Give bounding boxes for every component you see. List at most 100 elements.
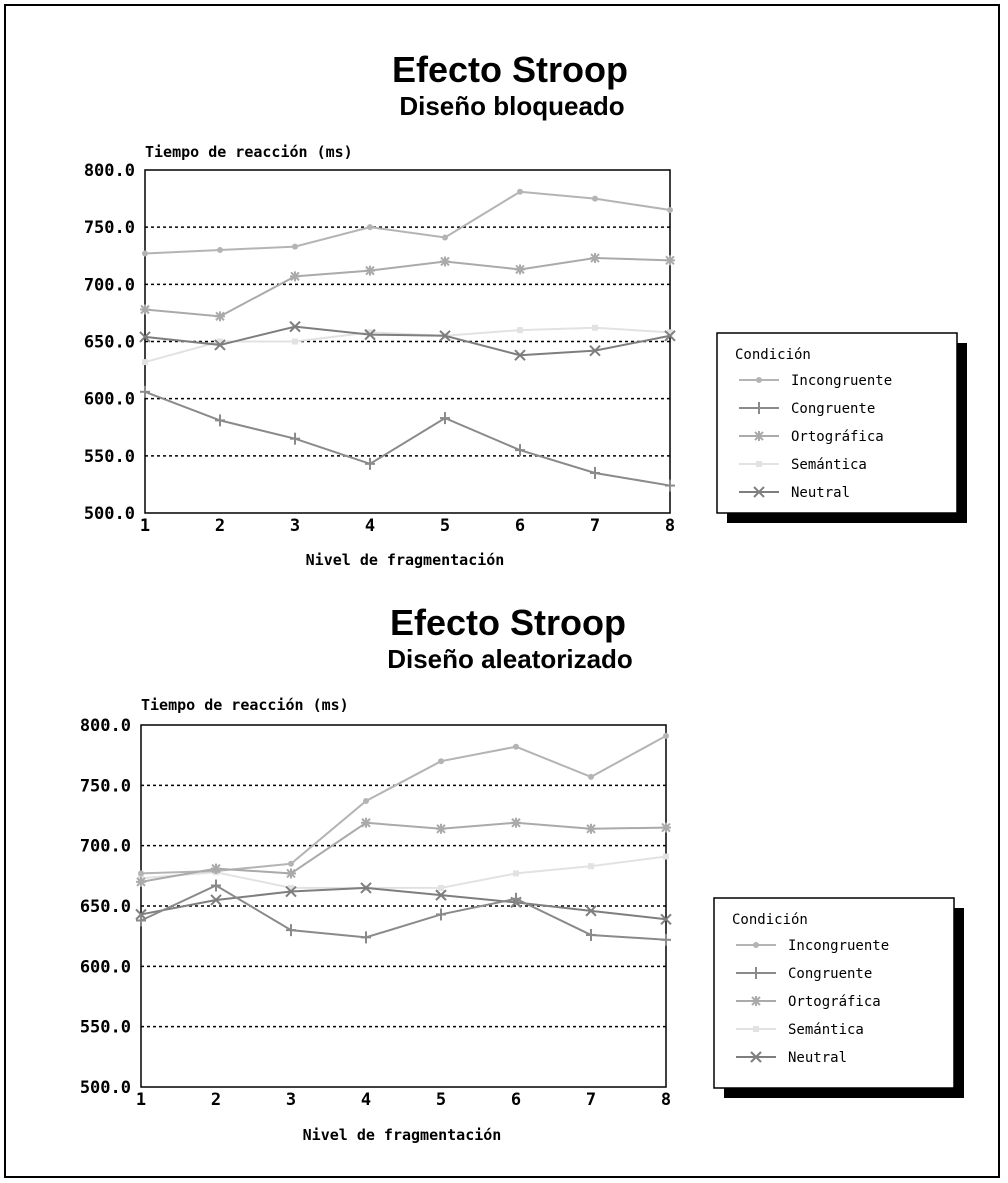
y-tick-label: 750.0 (80, 776, 131, 796)
data-point (286, 924, 296, 937)
data-point (367, 224, 373, 231)
legend-swatch-marker (754, 431, 764, 441)
y-tick-label: 800.0 (84, 161, 135, 181)
series-neutral (139, 320, 676, 361)
legend-box (716, 332, 958, 514)
data-point (586, 823, 596, 834)
legend-entry: Neutral (739, 485, 850, 501)
chart-1-subtitle: Diseño bloqueado (399, 91, 624, 121)
data-point (292, 338, 298, 345)
data-point (517, 327, 523, 334)
y-tick-label: 650.0 (84, 333, 135, 353)
data-point (364, 328, 376, 341)
legend-entry: Neutral (736, 1050, 847, 1066)
series-neutral (135, 882, 672, 925)
y-tick-label: 750.0 (84, 218, 135, 238)
y-tick-label: 800.0 (80, 716, 131, 736)
x-tick-label: 1 (136, 1090, 146, 1110)
x-tick-label: 1 (140, 516, 150, 536)
x-tick-label: 8 (665, 516, 675, 536)
data-point (661, 933, 671, 946)
data-point (515, 264, 525, 275)
data-point (363, 798, 369, 805)
data-point (288, 884, 294, 891)
data-point (217, 247, 223, 254)
legend-swatch-marker (753, 486, 765, 498)
data-point (210, 894, 222, 906)
legend-title: Condición (732, 912, 808, 928)
data-point (588, 773, 594, 780)
legend-swatch-marker (756, 377, 762, 383)
legend-title: Condición (735, 347, 811, 363)
data-point (517, 188, 523, 195)
series-ortográfica (140, 253, 675, 322)
legend-entry: Ortográfica (739, 429, 884, 445)
data-point (140, 385, 150, 398)
series-line (140, 821, 667, 883)
y-tick-label: 500.0 (80, 1078, 131, 1098)
x-tick-label: 3 (290, 516, 300, 536)
data-point (667, 207, 673, 214)
chart-1-ylabel: Tiempo de reacción (ms) (145, 143, 353, 161)
x-tick-label: 6 (515, 516, 525, 536)
legend-label: Semántica (788, 1022, 864, 1038)
data-point (288, 860, 294, 867)
data-point (217, 338, 223, 345)
y-tick-label: 700.0 (84, 275, 135, 295)
series-incongruente (142, 188, 673, 257)
data-point (365, 265, 375, 276)
legend-label: Incongruente (791, 373, 892, 389)
legend-label: Congruente (788, 966, 872, 982)
data-point (286, 868, 296, 879)
series-line (140, 886, 667, 921)
data-point (664, 330, 676, 342)
data-point (140, 304, 150, 315)
data-point (139, 331, 151, 343)
x-tick-label: 6 (511, 1090, 521, 1110)
y-tick-label: 550.0 (80, 1018, 131, 1038)
x-tick-label: 5 (436, 1090, 446, 1110)
legend-entry: Semántica (736, 1022, 864, 1038)
data-point (663, 853, 669, 860)
data-point (438, 758, 444, 765)
data-point (665, 255, 675, 266)
data-point (136, 876, 146, 887)
chart-2-plot: 800.0 750.0 700.0 650.0 600.0 550.0 500.01 2 3 4 5… (80, 716, 672, 1110)
series-line (144, 390, 671, 487)
legend-entry: Incongruente (736, 938, 889, 954)
chart-1-plot: 800.0 750.0 700.0 650.0 600.0 550.0 500.01 2 3 4 5… (84, 161, 676, 536)
data-point (667, 329, 673, 336)
series-line (140, 884, 667, 941)
y-tick-label: 700.0 (80, 837, 131, 857)
data-point (592, 324, 598, 331)
chart-1-xlabel: Nivel de fragmentación (306, 551, 505, 569)
chart-2-subtitle: Diseño aleatorizado (387, 644, 633, 674)
series-incongruente (138, 732, 669, 877)
data-point (513, 743, 519, 750)
y-tick-label: 550.0 (84, 447, 135, 467)
data-point (590, 466, 600, 479)
legend-swatch-marker (753, 942, 759, 948)
x-tick-label: 3 (286, 1090, 296, 1110)
data-point (439, 330, 451, 342)
legend-entry: Semántica (739, 457, 867, 473)
data-point (285, 885, 297, 898)
legend-label: Semántica (791, 457, 867, 473)
data-point (214, 339, 226, 351)
series-line (144, 190, 671, 255)
legend-swatch-marker (750, 1051, 762, 1063)
data-point (136, 914, 146, 927)
x-tick-label: 4 (365, 516, 375, 536)
chart-1-legend: Condición Incongruente Congruente Ortográfi… (716, 332, 967, 523)
chart-2-legend: Condición Incongruente Congruente Ortográfi… (713, 897, 964, 1098)
series-ortográfica (136, 817, 671, 887)
data-point (215, 414, 225, 427)
chart-2: Efecto Stroop Diseño aleatorizado Tiempo… (80, 602, 964, 1144)
data-point (592, 195, 598, 202)
legend-label: Incongruente (788, 938, 889, 954)
data-point (440, 412, 450, 425)
plot-area-border (144, 169, 671, 514)
data-point (365, 457, 375, 470)
data-point (360, 882, 372, 894)
